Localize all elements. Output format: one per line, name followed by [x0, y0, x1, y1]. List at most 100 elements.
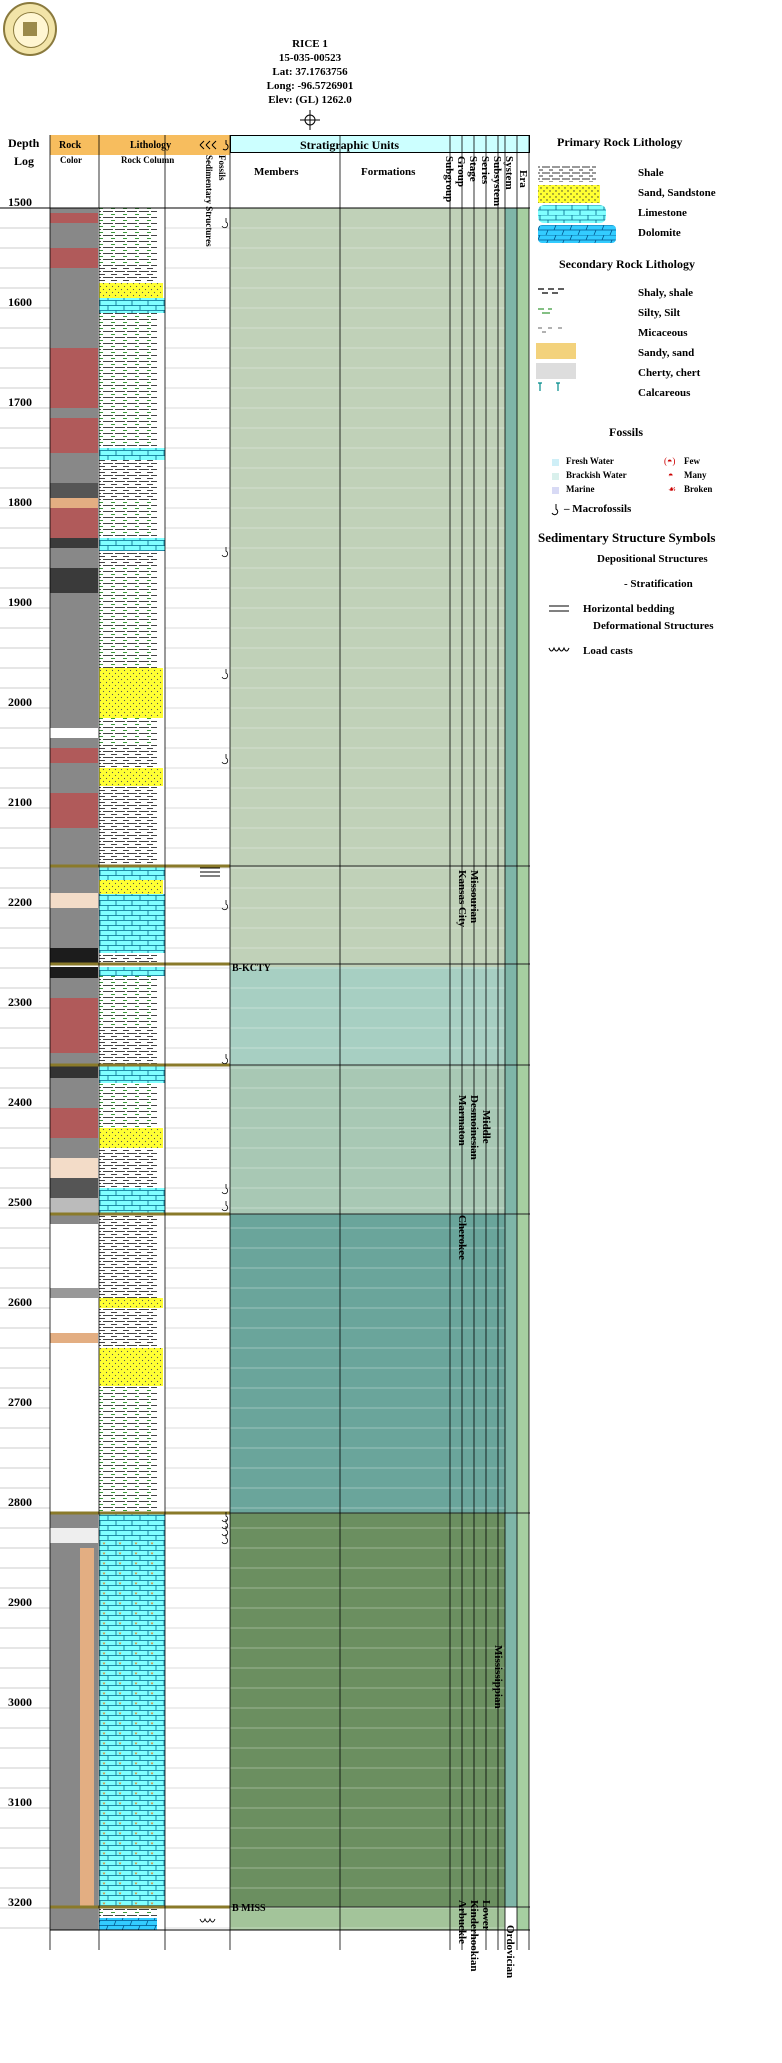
formation-boundary	[230, 865, 530, 867]
rock-color-band	[50, 1078, 98, 1108]
rock-color-band	[50, 893, 98, 908]
lithology-band	[99, 967, 165, 976]
lithology-band	[99, 1918, 157, 1930]
lithology-band	[99, 498, 157, 538]
lithology-band	[99, 786, 157, 866]
rock-color-band	[50, 418, 98, 453]
lithology-band	[99, 718, 157, 748]
bedding-icon	[200, 867, 220, 877]
rock-color-band	[50, 1513, 98, 1528]
kansas-city-label: Kansas City	[456, 870, 468, 928]
system-header: System	[503, 156, 515, 190]
rock-color-band	[50, 593, 98, 668]
depth-label: 2300	[8, 995, 32, 1009]
deformational-title: Deformational Structures	[593, 620, 714, 632]
legend-broken: Broken	[684, 484, 713, 494]
depositional-title: Depositional Structures	[597, 553, 708, 565]
rock-color-band	[50, 248, 98, 268]
rock-color-band	[50, 1158, 98, 1178]
legend-horizontal-bedding: Horizontal bedding	[583, 603, 675, 615]
lithology-band	[99, 208, 157, 268]
sedimentary-structures-header: Sedimentary Structures	[204, 155, 214, 247]
primary-lithology-swatches	[538, 165, 616, 243]
formation-boundary	[230, 1512, 530, 1514]
structures-icon	[199, 140, 229, 151]
lithology-band	[99, 568, 157, 668]
load-casts-icon	[199, 1917, 216, 1923]
lithology-band	[99, 460, 157, 498]
few-icon: (◓)	[664, 456, 676, 466]
legend-fresh-water: Fresh Water	[566, 456, 614, 466]
depth-label: 3200	[8, 1895, 32, 1909]
log-header: Log	[14, 154, 35, 168]
rock-color-band	[50, 208, 98, 213]
rock-color-band	[50, 1178, 98, 1198]
stage-header: Stage	[467, 156, 479, 182]
rock-color-band	[50, 866, 98, 893]
lithology-band	[99, 1083, 157, 1128]
rock-color-band	[50, 1343, 98, 1513]
formation-boundary	[50, 1063, 230, 1067]
rock-color-band	[50, 1298, 98, 1333]
formation-boundary	[230, 1064, 530, 1066]
lithology-band	[99, 313, 157, 448]
rock-color-band	[50, 1333, 98, 1343]
fossil-icon	[221, 1054, 229, 1065]
fossil-icon	[221, 1526, 229, 1537]
color-header: Color	[60, 155, 82, 165]
lithology-band	[99, 1348, 163, 1386]
longitude: Long: -96.5726901	[266, 80, 354, 92]
api-number: 15-035-00523	[278, 52, 342, 64]
legend-silty: Silty, Silt	[638, 307, 681, 319]
rock-color-band	[50, 538, 98, 548]
rock-color-band	[50, 793, 98, 828]
rock-color-band	[50, 1214, 98, 1224]
marine-swatch	[552, 487, 559, 494]
marmaton-label: Marmaton	[456, 1095, 468, 1146]
strat-band	[230, 967, 505, 1065]
legend-shaly: Shaly, shale	[638, 287, 694, 299]
formations-header: Formations	[361, 166, 416, 178]
legend-cherty: Cherty, chert	[638, 367, 701, 379]
macrofossil-icon	[551, 504, 559, 516]
depth-label: 3000	[8, 1695, 32, 1709]
lithology-band	[99, 866, 165, 880]
fossil-icon	[221, 1534, 229, 1545]
members-header: Members	[254, 166, 299, 178]
legend-calcareous: Calcareous	[638, 387, 691, 399]
rock-color-band	[50, 508, 98, 538]
rock-color-band	[50, 728, 98, 738]
arbuckle-label: Arbuckle	[456, 1900, 468, 1944]
rock-color-band	[50, 223, 98, 248]
horizontal-bedding-icon	[549, 605, 569, 612]
marker-b-kcty: B-KCTY	[232, 963, 271, 974]
depth-label: 2400	[8, 1095, 32, 1109]
legend-brackish-water: Brackish Water	[566, 470, 627, 480]
fossils-header: Fossils	[217, 155, 227, 181]
formation-boundary	[50, 1212, 230, 1216]
rock-color-band	[50, 967, 98, 978]
legend-micaceous: Micaceous	[638, 327, 688, 339]
strat-band	[230, 1513, 505, 1907]
marker-b-miss: B MISS	[232, 1903, 266, 1914]
rock-color-band	[50, 1907, 98, 1930]
formation-boundary	[50, 1905, 230, 1909]
rock-color-band	[50, 568, 98, 593]
ordovician-label: Ordovician	[504, 1925, 516, 1979]
depth-label: 1900	[8, 595, 32, 609]
legend-dolomite: Dolomite	[638, 227, 681, 239]
lithology-band	[99, 668, 163, 718]
era-column	[517, 208, 529, 1930]
subsystem-header: Subsystem	[491, 156, 503, 207]
depth-label: 2600	[8, 1295, 32, 1309]
era-header: Era	[517, 170, 529, 188]
legend-macrofossils: – Macrofossils	[564, 503, 632, 515]
strat-band	[230, 1065, 505, 1214]
fossil-icon	[221, 1519, 229, 1530]
formation-boundary	[50, 962, 230, 966]
legend-sand: Sand, Sandstone	[638, 187, 716, 199]
rock-color-strip	[80, 1548, 94, 1907]
depth-label: 2100	[8, 795, 32, 809]
cherokee-label: Cherokee	[456, 1215, 468, 1261]
